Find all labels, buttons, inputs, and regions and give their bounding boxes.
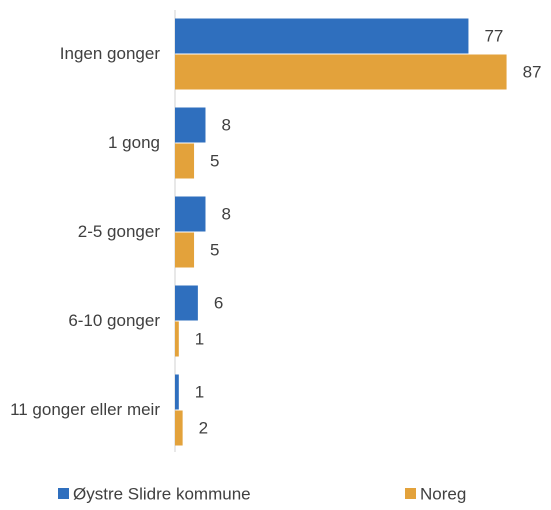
legend-swatch <box>405 488 416 499</box>
category-text: 2-5 gonger <box>77 221 160 241</box>
value-label: 2 <box>199 418 208 437</box>
bar <box>175 232 195 268</box>
category-label: 11 gonger eller meir <box>0 398 160 422</box>
value-label: 8 <box>221 115 230 134</box>
category-label: Ingen gonger <box>0 42 160 66</box>
value-label: 1 <box>195 329 204 348</box>
category-label: 1 gong <box>0 131 160 155</box>
bar <box>175 54 507 90</box>
value-label: 1 <box>195 382 204 401</box>
category-text: 1 gong <box>108 132 160 152</box>
bar <box>175 285 198 321</box>
value-label: 6 <box>214 293 223 312</box>
bar <box>175 374 179 410</box>
value-label: 5 <box>210 151 219 170</box>
bar <box>175 143 195 179</box>
value-label: 87 <box>523 62 542 81</box>
bar <box>175 18 469 54</box>
bar <box>175 410 183 446</box>
value-label: 8 <box>221 204 230 223</box>
category-label: 2-5 gonger <box>0 220 160 244</box>
category-text: 6-10 gonger <box>68 310 160 330</box>
category-text: Ingen gonger <box>59 43 160 63</box>
legend-label: Noreg <box>420 484 466 503</box>
legend-swatch <box>58 488 69 499</box>
category-label: 6-10 gonger <box>0 309 160 333</box>
legend-label: Øystre Slidre kommune <box>73 484 251 503</box>
value-label: 77 <box>484 26 503 45</box>
bar <box>175 321 179 357</box>
value-label: 5 <box>210 240 219 259</box>
bar <box>175 107 206 143</box>
bar <box>175 196 206 232</box>
category-text: 11 gonger eller meir <box>10 399 160 419</box>
